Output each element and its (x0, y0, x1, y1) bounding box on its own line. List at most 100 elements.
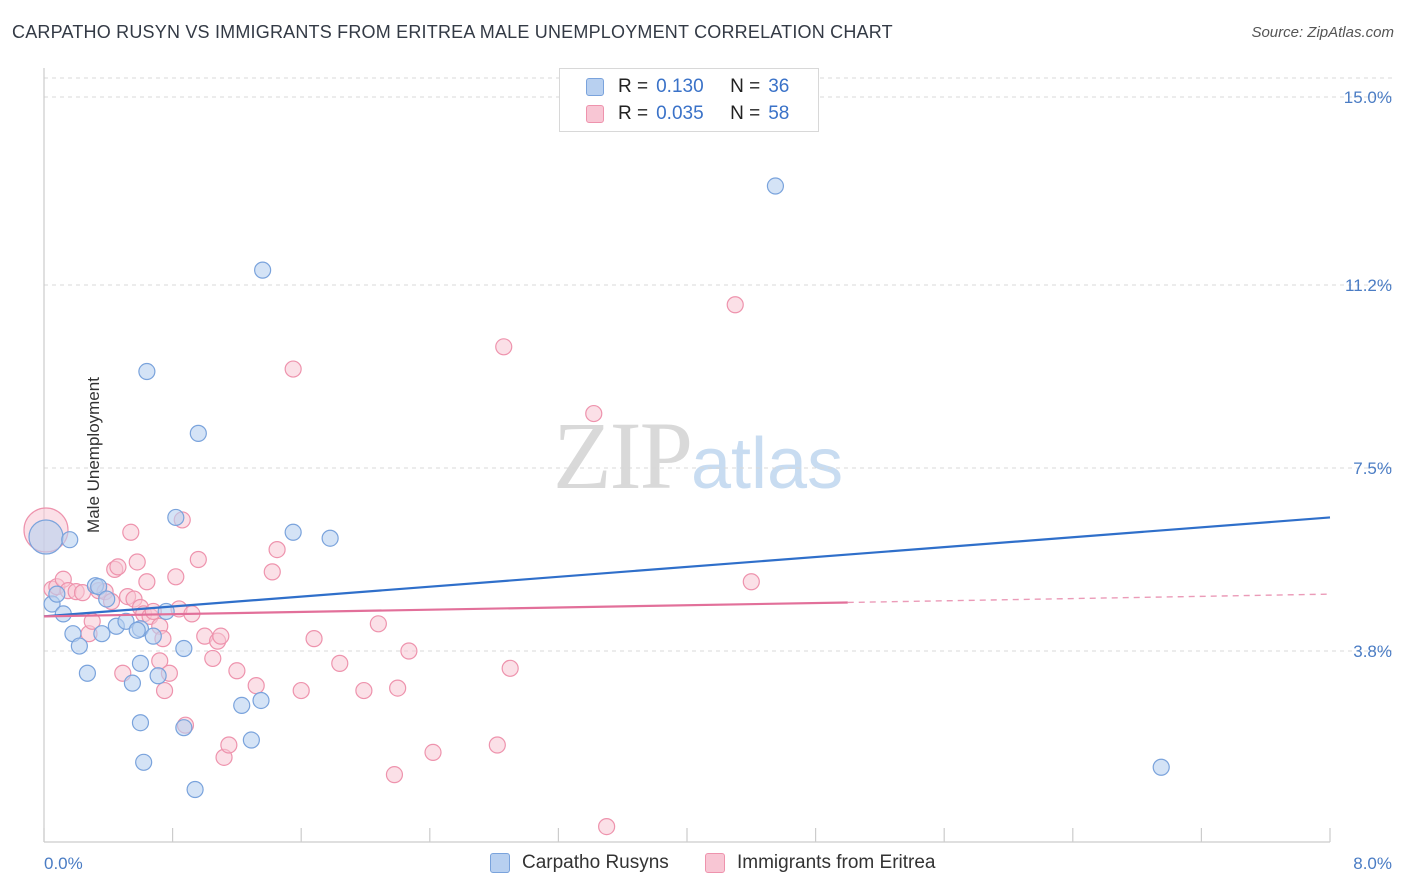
x-tick-label: 0.0% (44, 854, 83, 873)
watermark-atlas: atlas (691, 424, 844, 504)
rusyn-point (175, 639, 193, 658)
rusyn-point (186, 780, 204, 799)
eritrea-point (495, 338, 513, 356)
rusyn-point (93, 625, 111, 643)
series-legend: Carpatho Rusyns Immigrants from Eritrea (0, 852, 1406, 878)
x-tick-label: 8.0% (1353, 854, 1392, 873)
rusyn-point (28, 519, 64, 555)
eritrea-point (263, 563, 281, 581)
eritrea-point (385, 766, 404, 784)
legend-n-value: 58 (768, 103, 790, 124)
rusyn-point (90, 578, 108, 596)
eritrea-point (128, 553, 146, 571)
eritrea-point (389, 679, 407, 697)
eritrea-point (292, 681, 310, 700)
eritrea-point (742, 573, 760, 591)
legend-item-rusyn: Carpatho Rusyns (490, 852, 669, 874)
trend-lines (43, 516, 1331, 618)
tick-labels: 3.8% 7.5% 11.2% 15.0% 0.0% 8.0% (44, 88, 1392, 873)
rusyn-point (70, 637, 88, 655)
rusyn-point (167, 508, 185, 527)
legend-r-label: R = (618, 103, 649, 124)
y-axis-label: Male Unemployment (83, 377, 103, 533)
legend-label-eritrea: Immigrants from Eritrea (737, 852, 936, 873)
watermark-zip: ZIP (553, 402, 693, 509)
eritrea-point (488, 736, 506, 754)
eritrea-point (220, 736, 238, 754)
rusyn-point (131, 714, 150, 732)
rusyn-point (138, 362, 156, 381)
chart-title: CARPATHO RUSYN VS IMMIGRANTS FROM ERITRE… (12, 22, 893, 42)
eritrea-point (167, 568, 185, 586)
eritrea-point (189, 550, 207, 569)
legend-row-eritrea: R = 0.035 N = 58 (586, 102, 789, 126)
legend-row-rusyn: R = 0.130 N = 36 (586, 75, 789, 99)
eritrea-point (305, 630, 323, 648)
eritrea-point (331, 654, 349, 672)
rusyn-trend-line (43, 516, 1331, 618)
rusyn-point (131, 654, 150, 672)
rusyn-point (128, 621, 146, 639)
eritrea-point (369, 615, 387, 633)
legend-label-rusyn: Carpatho Rusyns (522, 852, 669, 873)
eritrea-point (247, 677, 265, 695)
rusyn-point (144, 627, 162, 645)
y-tick-label: 7.5% (1353, 459, 1392, 478)
rusyn-point (284, 523, 302, 541)
eritrea-point (585, 404, 603, 423)
rusyn-point (48, 585, 66, 603)
legend-r-value: 0.035 (656, 103, 704, 124)
eritrea-point (424, 743, 442, 762)
legend-r-value: 0.130 (656, 76, 704, 97)
y-tick-label: 11.2% (1345, 276, 1392, 295)
rusyn-point (78, 664, 97, 682)
rusyn-point (254, 261, 272, 279)
eritrea-point (726, 296, 744, 314)
rusyn-point (242, 731, 260, 749)
correlation-legend: R = 0.130 N = 36 R = 0.035 N = 58 (559, 68, 819, 132)
eritrea-trend-line-extension (847, 593, 1331, 604)
rusyn-point (1152, 758, 1170, 776)
eritrea-point (228, 662, 246, 680)
legend-swatch-eritrea (586, 105, 604, 123)
legend-r-label: R = (618, 76, 649, 97)
eritrea-point (400, 642, 418, 660)
legend-item-eritrea: Immigrants from Eritrea (705, 852, 935, 874)
source-label: Source: ZipAtlas.com (1251, 24, 1394, 41)
rusyn-point (766, 177, 785, 195)
eritrea-point (122, 523, 140, 541)
rusyn-point (233, 696, 251, 715)
legend-n-label: N = (730, 103, 761, 124)
y-tick-label: 3.8% (1353, 642, 1392, 661)
rusyn-point (252, 691, 270, 710)
rusyn-point (149, 667, 167, 685)
axes (43, 68, 1331, 843)
eritrea-trend-line (43, 601, 848, 618)
watermark: ZIPatlas (553, 400, 843, 511)
rusyn-point (321, 529, 339, 547)
legend-swatch-rusyn (490, 853, 510, 873)
eritrea-point (212, 627, 230, 645)
rusyn-point (61, 531, 79, 549)
legend-n-value: 36 (768, 76, 790, 97)
eritrea-point (204, 649, 222, 668)
rusyn-point (135, 753, 153, 771)
y-tick-label: 15.0% (1344, 88, 1392, 107)
eritrea-point (284, 360, 302, 378)
series-rusyn-points (28, 177, 1170, 799)
rusyn-point (189, 424, 207, 442)
eritrea-point (598, 817, 616, 836)
eritrea-point (155, 681, 174, 700)
rusyn-point (175, 719, 193, 737)
series-eritrea-points (23, 296, 760, 836)
eritrea-point (355, 681, 373, 700)
eritrea-point (268, 540, 286, 559)
eritrea-point (109, 558, 127, 576)
legend-swatch-rusyn (586, 78, 604, 96)
legend-n-label: N = (730, 76, 761, 97)
rusyn-point (117, 612, 135, 630)
rusyn-point (123, 674, 142, 692)
eritrea-point (138, 573, 156, 591)
legend-swatch-eritrea (705, 853, 725, 873)
